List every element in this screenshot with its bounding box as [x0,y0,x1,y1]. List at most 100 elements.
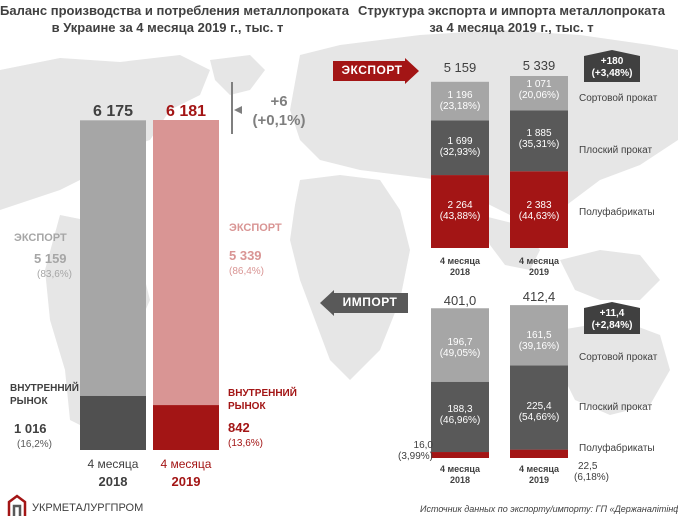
logo-text: УКРМЕТАЛУРГПРОМ [32,502,144,514]
import-category-flat: Плоский прокат [579,402,653,413]
export-bar-2019 [153,120,219,406]
export-2018-semi-value: 2 264 [447,200,473,211]
import-2019-long-segment [510,305,568,366]
right-title-line1: Структура экспорта и импорта металлопрок… [358,3,665,18]
left-title-line2: в Украине за 4 месяца 2019 г., тыс. т [51,20,284,35]
export-value-2019: 5 339 [229,248,262,263]
right-title-line2: за 4 месяца 2019 г., тыс. т [429,20,594,35]
domestic-bar-2018 [80,395,146,450]
domestic-label-line1-2018: ВНУТРЕННИЙ [10,383,79,394]
export-share-2018: (83,6%) [37,269,73,280]
export-2018-flat-value: 1 699 [447,136,473,147]
domestic-label-line2-2019: РЫНОК [228,401,266,412]
import-badge: ИМПОРТ [320,290,408,316]
export-2019-long-value: 1 071 [526,79,552,90]
export-category-flat: Плоский прокат [579,145,653,156]
export-bar-2018 [80,120,146,396]
import-category-semi: Полуфабрикаты [579,443,655,454]
bar-total-2018: 6 175 [92,103,134,120]
export-value-2018: 5 159 [34,251,67,266]
export-2018-semi-segment [431,175,489,248]
import-2019-flat-share: (54,66%) [518,412,560,423]
domestic-share-2018: (16,2%) [17,439,53,450]
import-2019-long-share: (39,16%) [518,341,560,352]
export-badge-label: ЭКСПОРТ [341,63,403,77]
export-change-badge: +180 (+3,48%) [584,50,640,82]
import-arrow-icon [320,290,408,316]
import-total-2019: 412,4 [522,289,556,304]
import-change-value: +11,4 [599,308,625,319]
period-line2-2019: 2019 [171,474,201,489]
export-total-2018: 5 159 [443,60,477,75]
export-2019-flat-share: (35,31%) [518,139,560,150]
import-period-line2-2019: 2019 [528,475,550,485]
export-period-line1-2019: 4 месяца [519,256,559,266]
import-change-percent: (+2,84%) [591,320,633,331]
period-line2-2018: 2018 [98,474,128,489]
import-2018-long-share: (49,05%) [439,348,481,359]
import-period-line2-2018: 2018 [449,475,471,485]
import-2019-semi-segment [510,449,568,458]
period-line1-2019: 4 месяца [160,457,212,471]
export-change-percent: (+3,48%) [591,68,633,79]
export-label-2018: ЭКСПОРТ [14,232,67,244]
import-2018-semi-segment [431,452,489,458]
export-2019-flat-value: 1 885 [526,128,552,139]
import-period-line1-2018: 4 месяца [440,464,480,474]
import-period-line1-2019: 4 месяца [519,464,559,474]
export-2019-semi-share: (44,63%) [518,211,560,222]
export-category-semi: Полуфабрикаты [579,207,655,218]
import-2018-flat-value: 188,3 [447,404,473,415]
export-period-line1-2018: 4 месяца [440,256,480,266]
balance-change-value: +6 [270,93,288,110]
export-2018-flat-share: (32,93%) [439,147,481,158]
domestic-label-line1-2019: ВНУТРЕННИЙ [228,388,297,399]
export-2019-long-segment [510,76,568,111]
export-2018-flat-segment [431,120,489,176]
export-2018-long-share: (23,18%) [439,101,481,112]
import-2018-semi-value: 16,0 [413,440,433,451]
export-change-value: +180 [600,56,624,67]
export-arrow-icon [333,58,419,84]
import-total-2018: 401,0 [443,293,477,308]
export-2018-long-segment [431,81,489,121]
domestic-label-line2-2018: РЫНОК [10,396,48,407]
export-category-long: Сортовой прокат [579,93,658,104]
import-2019-flat-segment [510,365,568,450]
domestic-share-2019: (13,6%) [228,438,264,449]
import-2018-long-value: 196,7 [447,337,473,348]
export-total-2019: 5 339 [522,58,556,73]
export-2019-semi-segment [510,171,568,248]
ukrmetallurgprom-logo-icon [7,494,27,516]
import-category-long: Сортовой прокат [579,352,658,363]
export-period-line2-2019: 2019 [528,267,550,277]
domestic-bar-2019 [153,405,219,450]
export-2019-semi-value: 2 383 [526,200,552,211]
import-2019-long-value: 161,5 [526,330,552,341]
source-note: Источник данных по экспорту/импорту: ГП … [420,504,678,514]
import-2018-semi-share: (3,99%) [397,451,433,462]
import-2018-flat-segment [431,381,489,453]
export-share-2019: (86,4%) [229,266,265,277]
export-2018-long-value: 1 196 [447,90,473,101]
export-2018-semi-share: (43,88%) [439,211,481,222]
import-2018-long-segment [431,308,489,382]
period-line1-2018: 4 месяца [87,457,139,471]
change-bracket-icon [231,82,242,134]
import-2018-flat-share: (46,96%) [439,415,481,426]
export-2019-long-share: (20,06%) [518,90,560,101]
import-badge-label: ИМПОРТ [342,295,398,309]
import-2019-flat-value: 225,4 [526,401,552,412]
export-2019-flat-segment [510,110,568,172]
left-title-line1: Баланс производства и потребления металл… [0,3,350,18]
import-change-badge: +11,4 (+2,84%) [584,302,640,334]
import-2019-semi-share: (6,18%) [574,472,610,483]
export-badge: ЭКСПОРТ [333,58,419,84]
domestic-value-2018: 1 016 [14,421,47,436]
bar-total-2019: 6 181 [165,103,207,120]
balance-change-percent: (+0,1%) [252,112,306,129]
domestic-value-2019: 842 [228,420,250,435]
